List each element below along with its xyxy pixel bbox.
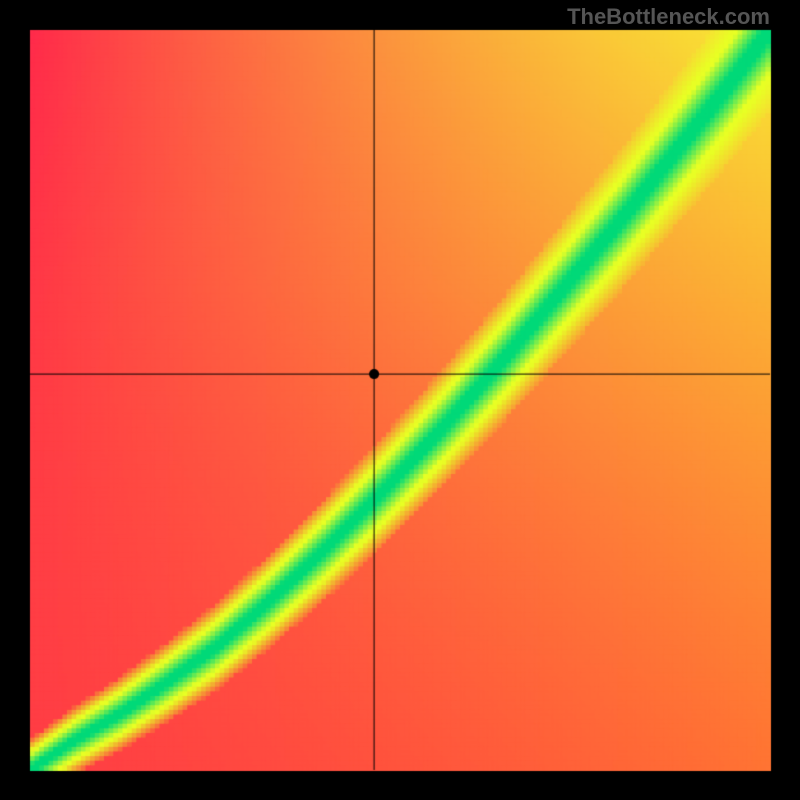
bottleneck-heatmap bbox=[0, 0, 800, 800]
chart-container: TheBottleneck.com bbox=[0, 0, 800, 800]
watermark-text: TheBottleneck.com bbox=[567, 4, 770, 30]
